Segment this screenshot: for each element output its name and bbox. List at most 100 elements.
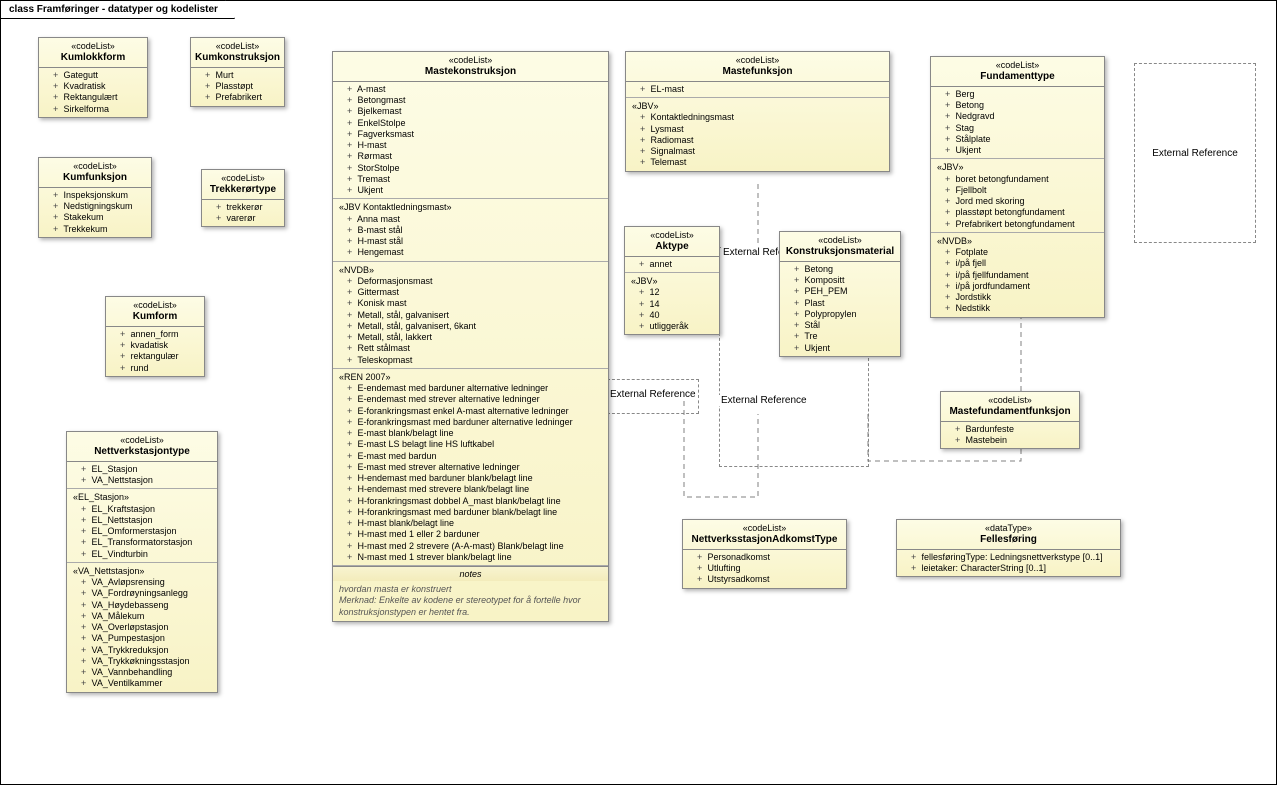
class-box-aktype: «codeList»Aktype+ annet«JBV»+ 12+ 14+ 40…: [624, 226, 720, 335]
class-box-nettverkstasjontype: «codeList»Nettverkstasjontype+ EL_Stasjo…: [66, 431, 218, 693]
attribute: + Plasstøpt: [195, 81, 280, 92]
visibility-plus-icon: +: [347, 394, 355, 405]
attribute: + Betong: [935, 100, 1100, 111]
visibility-plus-icon: +: [81, 526, 89, 537]
attributes-section: + A-mast+ Betongmast+ Bjelkemast+ EnkelS…: [333, 82, 608, 200]
attribute: + 40: [629, 310, 715, 321]
visibility-plus-icon: +: [53, 70, 61, 81]
visibility-plus-icon: +: [81, 537, 89, 548]
attributes-section: + annen_form+ kvadatisk+ rektangulær+ ru…: [106, 327, 204, 376]
class-title: Mastekonstruksjon: [337, 66, 604, 78]
attribute: + EL_Kraftstasjon: [71, 504, 213, 515]
attribute: + EL_Omformerstasjon: [71, 526, 213, 537]
class-box-kumfunksjon: «codeList»Kumfunksjon+ Inspeksjonskum+ N…: [38, 157, 152, 238]
attribute: + EL_Vindturbin: [71, 549, 213, 560]
section-stereotype: «JBV»: [629, 275, 715, 287]
visibility-plus-icon: +: [945, 219, 953, 230]
attribute: + Kompositt: [784, 275, 896, 286]
class-box-mastefunksjon: «codeList»Mastefunksjon+ EL-mast«JBV»+ K…: [625, 51, 890, 172]
stereotype: «codeList»: [784, 235, 896, 246]
visibility-plus-icon: +: [81, 464, 89, 475]
external-reference-box: External Reference: [1134, 63, 1256, 243]
stereotype: «codeList»: [110, 300, 200, 311]
attributes-section: + Murt+ Plasstøpt+ Prefabrikert: [191, 68, 284, 106]
section-stereotype: «JBV»: [630, 100, 885, 112]
visibility-plus-icon: +: [639, 259, 647, 270]
class-title: Kumform: [110, 311, 200, 323]
attribute: + annen_form: [110, 329, 200, 340]
attribute: + kvadatisk: [110, 340, 200, 351]
visibility-plus-icon: +: [347, 383, 355, 394]
attributes-section: «NVDB»+ Deformasjonsmast+ Gittermast+ Ko…: [333, 262, 608, 369]
visibility-plus-icon: +: [347, 428, 355, 439]
attribute: + VA_Ventilkammer: [71, 678, 213, 689]
attribute: + H-endemast med strevere blank/belagt l…: [337, 484, 604, 495]
class-box-mastefundamentfunksjon: «codeList»Mastefundamentfunksjon+ Bardun…: [940, 391, 1080, 449]
class-title: Aktype: [629, 241, 715, 253]
stereotype: «codeList»: [71, 435, 213, 446]
attribute: + H-mast: [337, 140, 604, 151]
attribute: + Rett stålmast: [337, 343, 604, 354]
attribute: + H-mast stål: [337, 236, 604, 247]
notes-body: hvordan masta er konstruertMerknad: Enke…: [333, 581, 608, 621]
visibility-plus-icon: +: [205, 70, 213, 81]
attribute: + H-mast med 2 strevere (A-A-mast) Blank…: [337, 541, 604, 552]
class-box-header: «dataType»Fellesføring: [897, 520, 1120, 550]
attribute: + i/på fjellfundament: [935, 270, 1100, 281]
class-box-fellesforing: «dataType»Fellesføring+ fellesføringType…: [896, 519, 1121, 577]
attribute: + EL_Nettstasjon: [71, 515, 213, 526]
class-title: Fundamenttype: [935, 71, 1100, 83]
notes-header: notes: [333, 566, 608, 581]
visibility-plus-icon: +: [945, 207, 953, 218]
attribute: + Prefabrikert: [195, 92, 280, 103]
attribute: + Tre: [784, 331, 896, 342]
attribute: + H-mast med 1 eller 2 barduner: [337, 529, 604, 540]
class-box-header: «codeList»Kumfunksjon: [39, 158, 151, 188]
section-stereotype: «NVDB»: [337, 264, 604, 276]
visibility-plus-icon: +: [81, 515, 89, 526]
section-stereotype: «JBV»: [935, 161, 1100, 173]
attribute: + Stakekum: [43, 212, 147, 223]
attribute: + B-mast stål: [337, 225, 604, 236]
visibility-plus-icon: +: [640, 124, 648, 135]
visibility-plus-icon: +: [347, 343, 355, 354]
class-box-kumlokkform: «codeList»Kumlokkform+ Gategutt+ Kvadrat…: [38, 37, 148, 118]
class-box-header: «codeList»Mastefundamentfunksjon: [941, 392, 1079, 422]
attribute: + VA_Overløpstasjon: [71, 622, 213, 633]
visibility-plus-icon: +: [347, 129, 355, 140]
visibility-plus-icon: +: [697, 552, 705, 563]
visibility-plus-icon: +: [347, 298, 355, 309]
stereotype: «codeList»: [337, 55, 604, 66]
visibility-plus-icon: +: [640, 135, 648, 146]
class-box-fundamenttype: «codeList»Fundamenttype+ Berg+ Betong+ N…: [930, 56, 1105, 318]
visibility-plus-icon: +: [640, 112, 648, 123]
visibility-plus-icon: +: [347, 439, 355, 450]
attribute: + EL-mast: [630, 84, 885, 95]
visibility-plus-icon: +: [347, 163, 355, 174]
class-box-trekkerortype: «codeList»Trekkerørtype+ trekkerør+ vare…: [201, 169, 285, 227]
visibility-plus-icon: +: [347, 507, 355, 518]
attribute: + Metall, stål, lakkert: [337, 332, 604, 343]
visibility-plus-icon: +: [347, 151, 355, 162]
stereotype: «codeList»: [687, 523, 842, 534]
attributes-section: «VA_Nettstasjon»+ VA_Avløpsrensing+ VA_F…: [67, 563, 217, 692]
attribute: + E-forankringsmast enkel A-mast alterna…: [337, 406, 604, 417]
visibility-plus-icon: +: [347, 225, 355, 236]
attribute: + H-mast blank/belagt line: [337, 518, 604, 529]
attribute: + Prefabrikert betongfundament: [935, 219, 1100, 230]
class-box-header: «codeList»Fundamenttype: [931, 57, 1104, 87]
class-box-header: «codeList»Kumform: [106, 297, 204, 327]
attribute: + VA_Avløpsrensing: [71, 577, 213, 588]
visibility-plus-icon: +: [945, 111, 953, 122]
visibility-plus-icon: +: [216, 202, 224, 213]
attribute: + i/på fjell: [935, 258, 1100, 269]
attribute: + utliggeråk: [629, 321, 715, 332]
visibility-plus-icon: +: [347, 236, 355, 247]
attribute: + Bjelkemast: [337, 106, 604, 117]
attributes-section: «JBV»+ Kontaktledningsmast+ Lysmast+ Rad…: [626, 98, 889, 171]
diagram-canvas: class Framføringer - datatyper og kodeli…: [0, 0, 1277, 785]
visibility-plus-icon: +: [81, 622, 89, 633]
attribute: + EnkelStolpe: [337, 118, 604, 129]
attribute: + Stålplate: [935, 134, 1100, 145]
attribute: + A-mast: [337, 84, 604, 95]
